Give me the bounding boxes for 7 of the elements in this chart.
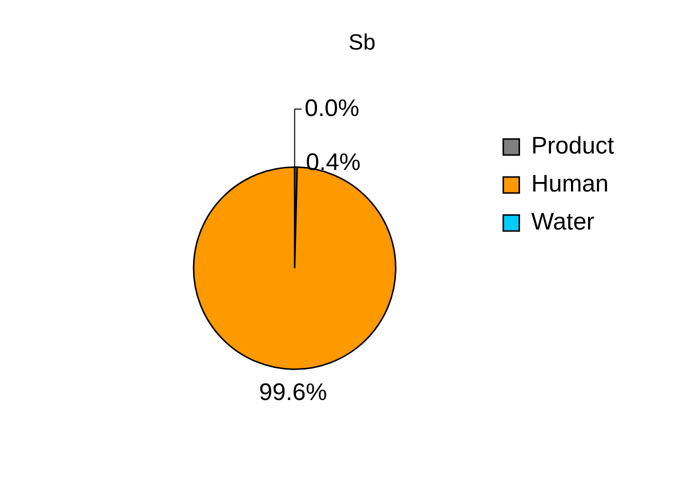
chart-title: Sb bbox=[348, 29, 376, 54]
data-label: 0.4% bbox=[306, 148, 361, 176]
data-label: 99.6% bbox=[259, 378, 328, 406]
legend-label: Water bbox=[531, 208, 594, 236]
text: 0.0% bbox=[304, 94, 360, 122]
legend-label: Product bbox=[531, 132, 614, 160]
legend-label: Human bbox=[531, 170, 609, 198]
